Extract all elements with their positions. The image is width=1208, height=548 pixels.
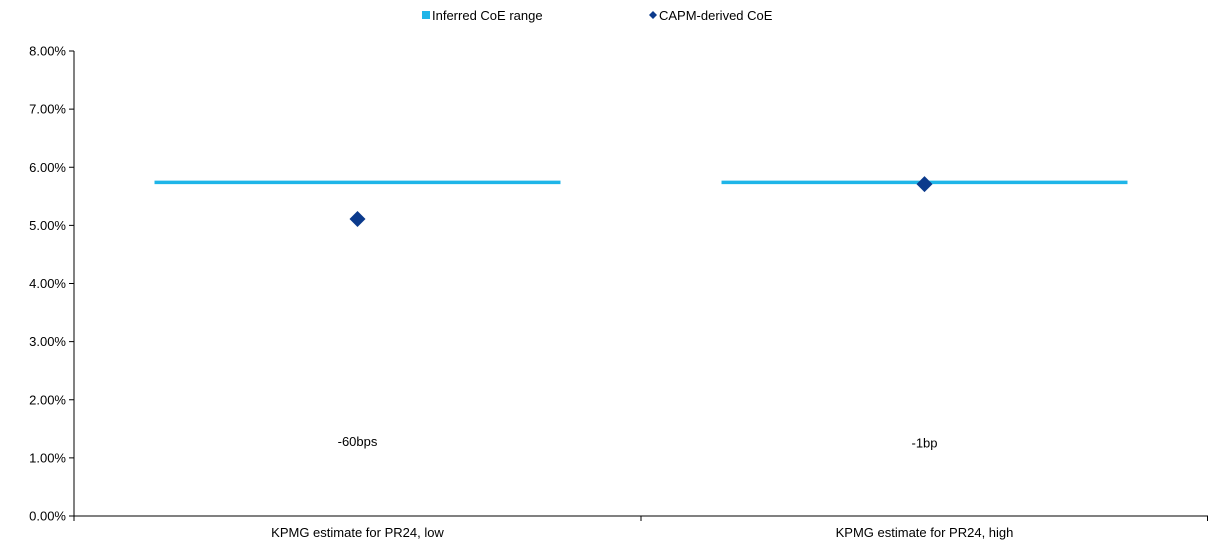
legend-label: Inferred CoE range [432, 8, 543, 23]
y-tick-label: 3.00% [29, 334, 66, 349]
y-tick-label: 2.00% [29, 392, 66, 407]
x-tick-label: KPMG estimate for PR24, high [836, 525, 1014, 540]
annotation-label: -60bps [338, 434, 378, 449]
x-tick-label: KPMG estimate for PR24, low [271, 525, 444, 540]
capm-marker [916, 176, 933, 193]
legend-swatch-diamond [649, 11, 657, 19]
y-tick-label: 1.00% [29, 450, 66, 465]
y-tick-label: 6.00% [29, 160, 66, 175]
legend-label: CAPM-derived CoE [659, 8, 773, 23]
y-tick-label: 8.00% [29, 44, 66, 59]
annotation-label: -1bp [911, 435, 937, 450]
legend-swatch-square [422, 11, 430, 19]
y-tick-label: 4.00% [29, 276, 66, 291]
capm-marker [349, 210, 366, 227]
y-tick-label: 0.00% [29, 509, 66, 524]
y-tick-label: 5.00% [29, 218, 66, 233]
y-tick-label: 7.00% [29, 102, 66, 117]
